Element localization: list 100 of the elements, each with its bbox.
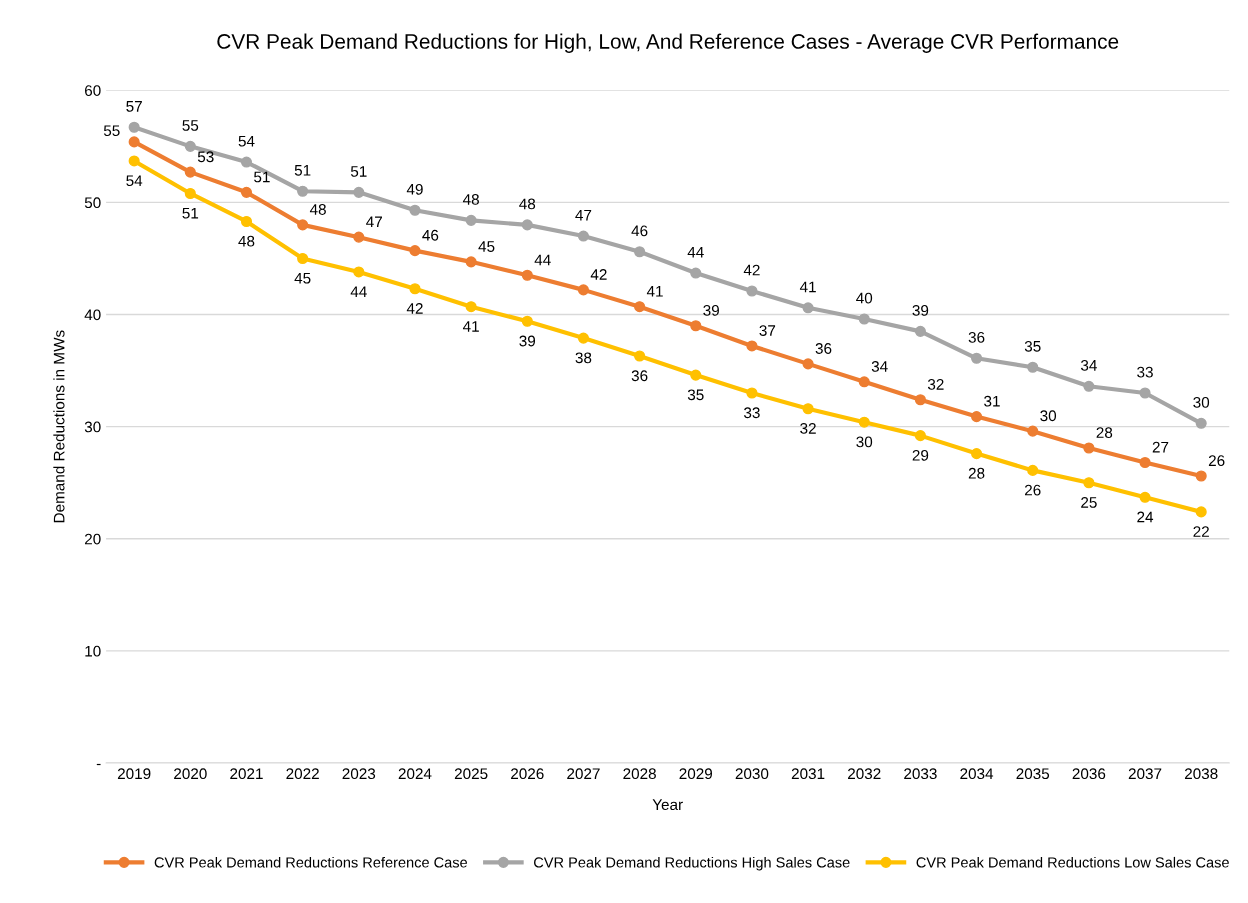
x-axis-title: Year bbox=[652, 799, 683, 811]
data-label: 22 bbox=[1193, 526, 1209, 537]
chart-title: CVR Peak Demand Reductions for High, Low, And Reference Cases - Average CVR Performance bbox=[217, 33, 1119, 53]
point bbox=[690, 369, 702, 381]
data-label: 42 bbox=[743, 264, 760, 276]
data-label: 41 bbox=[799, 281, 816, 293]
data-label: 30 bbox=[1040, 410, 1057, 422]
data-label: 28 bbox=[1096, 427, 1113, 439]
data-label: 39 bbox=[912, 305, 929, 316]
data-label: 51 bbox=[182, 207, 199, 219]
data-label: 51 bbox=[350, 166, 367, 177]
point bbox=[184, 166, 196, 178]
data-label: 39 bbox=[703, 304, 719, 316]
data-label: 39 bbox=[519, 335, 536, 347]
point bbox=[971, 448, 983, 460]
point bbox=[184, 140, 196, 152]
point bbox=[746, 340, 758, 352]
point bbox=[128, 136, 140, 148]
x-tick-label: 2019 bbox=[117, 768, 151, 780]
data-label: 44 bbox=[350, 286, 367, 297]
point bbox=[802, 403, 814, 415]
data-label: 47 bbox=[366, 216, 382, 228]
point bbox=[1139, 387, 1151, 399]
data-label: 46 bbox=[422, 229, 439, 241]
data-label: 48 bbox=[238, 235, 255, 247]
data-label: 36 bbox=[968, 331, 985, 343]
point bbox=[1139, 491, 1151, 503]
point bbox=[409, 245, 421, 257]
point bbox=[858, 313, 870, 325]
data-label: 40 bbox=[856, 292, 873, 304]
point bbox=[858, 416, 870, 428]
point bbox=[128, 121, 140, 133]
point bbox=[297, 185, 309, 197]
y-tick-label: 30 bbox=[84, 421, 101, 433]
point bbox=[1027, 361, 1039, 373]
point bbox=[577, 332, 589, 344]
point bbox=[1139, 456, 1151, 469]
point bbox=[690, 267, 702, 279]
point bbox=[521, 315, 533, 327]
data-label: 35 bbox=[1024, 340, 1041, 352]
point bbox=[409, 204, 421, 216]
point bbox=[1083, 442, 1095, 454]
point bbox=[1027, 464, 1039, 476]
y-tick-label: 10 bbox=[85, 645, 101, 657]
data-label: 55 bbox=[103, 125, 120, 137]
data-label: 33 bbox=[1137, 366, 1153, 378]
data-label: 48 bbox=[462, 194, 479, 205]
data-label: 54 bbox=[238, 135, 255, 147]
data-label: 31 bbox=[984, 395, 1000, 407]
data-label: 35 bbox=[687, 389, 704, 401]
point bbox=[858, 376, 870, 388]
data-label: 57 bbox=[126, 101, 142, 112]
x-tick-label: 2036 bbox=[1072, 768, 1106, 780]
data-label: 36 bbox=[815, 343, 832, 354]
y-axis-title: Demand Reductions in MWs bbox=[53, 330, 65, 523]
data-label: 45 bbox=[294, 272, 311, 284]
legend-label: CVR Peak Demand Reductions High Sales Case bbox=[534, 856, 850, 871]
data-label: 26 bbox=[1208, 455, 1225, 467]
point bbox=[746, 387, 758, 399]
data-label: 32 bbox=[927, 378, 944, 390]
data-label: 34 bbox=[1080, 359, 1097, 371]
point bbox=[1195, 417, 1207, 429]
y-tick-label: 20 bbox=[85, 533, 101, 545]
data-label: 34 bbox=[871, 361, 888, 372]
data-label: 51 bbox=[254, 171, 270, 183]
x-tick-label: 2030 bbox=[735, 768, 769, 780]
point bbox=[1027, 425, 1039, 437]
point bbox=[634, 350, 646, 362]
point bbox=[577, 284, 589, 296]
point bbox=[353, 186, 365, 198]
x-tick-label: 2029 bbox=[679, 768, 713, 780]
y-tick-label: 40 bbox=[84, 309, 101, 321]
x-tick-label: 2035 bbox=[1016, 768, 1050, 780]
data-label: 45 bbox=[478, 241, 495, 252]
data-label: 41 bbox=[462, 321, 479, 332]
data-label: 54 bbox=[126, 175, 143, 187]
point bbox=[240, 156, 253, 168]
point bbox=[465, 214, 477, 226]
point bbox=[1083, 380, 1095, 392]
x-tick-label: 2022 bbox=[286, 768, 319, 780]
data-label: 32 bbox=[800, 423, 816, 434]
x-tick-label: 2028 bbox=[623, 768, 656, 780]
x-tick-label: 2021 bbox=[230, 768, 263, 780]
data-label: 46 bbox=[631, 225, 648, 237]
data-label: 29 bbox=[912, 449, 929, 461]
point bbox=[128, 155, 140, 167]
point bbox=[184, 187, 196, 200]
point bbox=[353, 266, 365, 278]
x-tick-label: 2024 bbox=[398, 768, 432, 780]
data-label: 25 bbox=[1081, 497, 1097, 508]
data-label: 26 bbox=[1024, 484, 1041, 496]
point bbox=[409, 283, 421, 295]
point bbox=[240, 186, 253, 198]
x-tick-label: 2037 bbox=[1128, 768, 1162, 780]
data-label: 27 bbox=[1152, 441, 1169, 453]
data-label: 44 bbox=[534, 254, 551, 266]
x-tick-label: 2033 bbox=[904, 768, 937, 780]
data-label: 49 bbox=[406, 183, 423, 195]
data-label: 33 bbox=[744, 407, 760, 419]
data-label: 42 bbox=[406, 303, 423, 314]
